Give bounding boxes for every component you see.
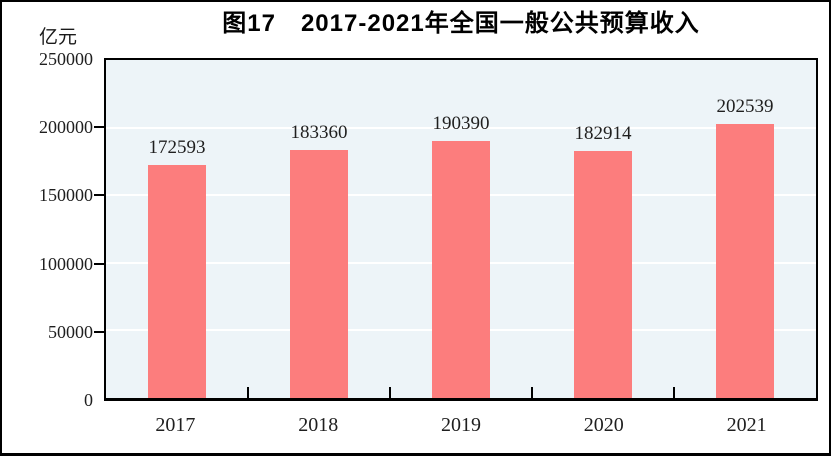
x-axis-tick-mark [247, 387, 249, 398]
x-axis-category-label-2021: 2021 [726, 414, 767, 436]
bar-value-label-2021: 202539 [716, 96, 774, 118]
plot-area: 172593 183360 190390 182914 202539 [104, 58, 818, 401]
bar-value-label-2018: 183360 [290, 122, 348, 144]
y-axis-tick-mark [94, 330, 104, 333]
bar-2017 [148, 164, 206, 398]
bar-value-label-2017: 172593 [148, 136, 206, 158]
bar-2018 [290, 150, 348, 398]
y-axis-tick-label: 200000 [39, 117, 93, 138]
x-axis-category-label-2017: 2017 [155, 414, 196, 436]
x-axis-category-label-2018: 2018 [298, 414, 339, 436]
x-axis-tick-mark [531, 387, 533, 398]
bar-value-label-2019: 190390 [432, 112, 490, 134]
bar-2019 [432, 140, 490, 398]
y-axis-tick-label: 0 [84, 390, 93, 410]
y-axis-tick-mark [94, 262, 104, 265]
chart-title: 图17 2017-2021年全国一般公共预算收入 [222, 10, 700, 37]
y-axis-unit-label: 亿元 [38, 27, 77, 48]
gridline-200000 [106, 126, 816, 129]
x-axis-tick-mark [673, 387, 675, 398]
y-axis-tick-label: 100000 [39, 253, 93, 274]
x-axis-category-label-2020: 2020 [583, 414, 624, 436]
y-axis-tick-label: 250000 [39, 49, 93, 69]
y-axis-tick-label: 150000 [39, 185, 93, 206]
bar-2020 [574, 150, 632, 398]
bar-value-label-2020: 182914 [574, 122, 632, 144]
x-axis-category-label-2019: 2019 [441, 414, 481, 436]
y-axis-tick-mark [94, 194, 104, 197]
x-axis-tick-mark [389, 387, 391, 398]
y-axis-tick-label: 50000 [48, 321, 93, 342]
y-axis-tick-mark [94, 126, 104, 129]
bar-2021 [716, 124, 774, 398]
